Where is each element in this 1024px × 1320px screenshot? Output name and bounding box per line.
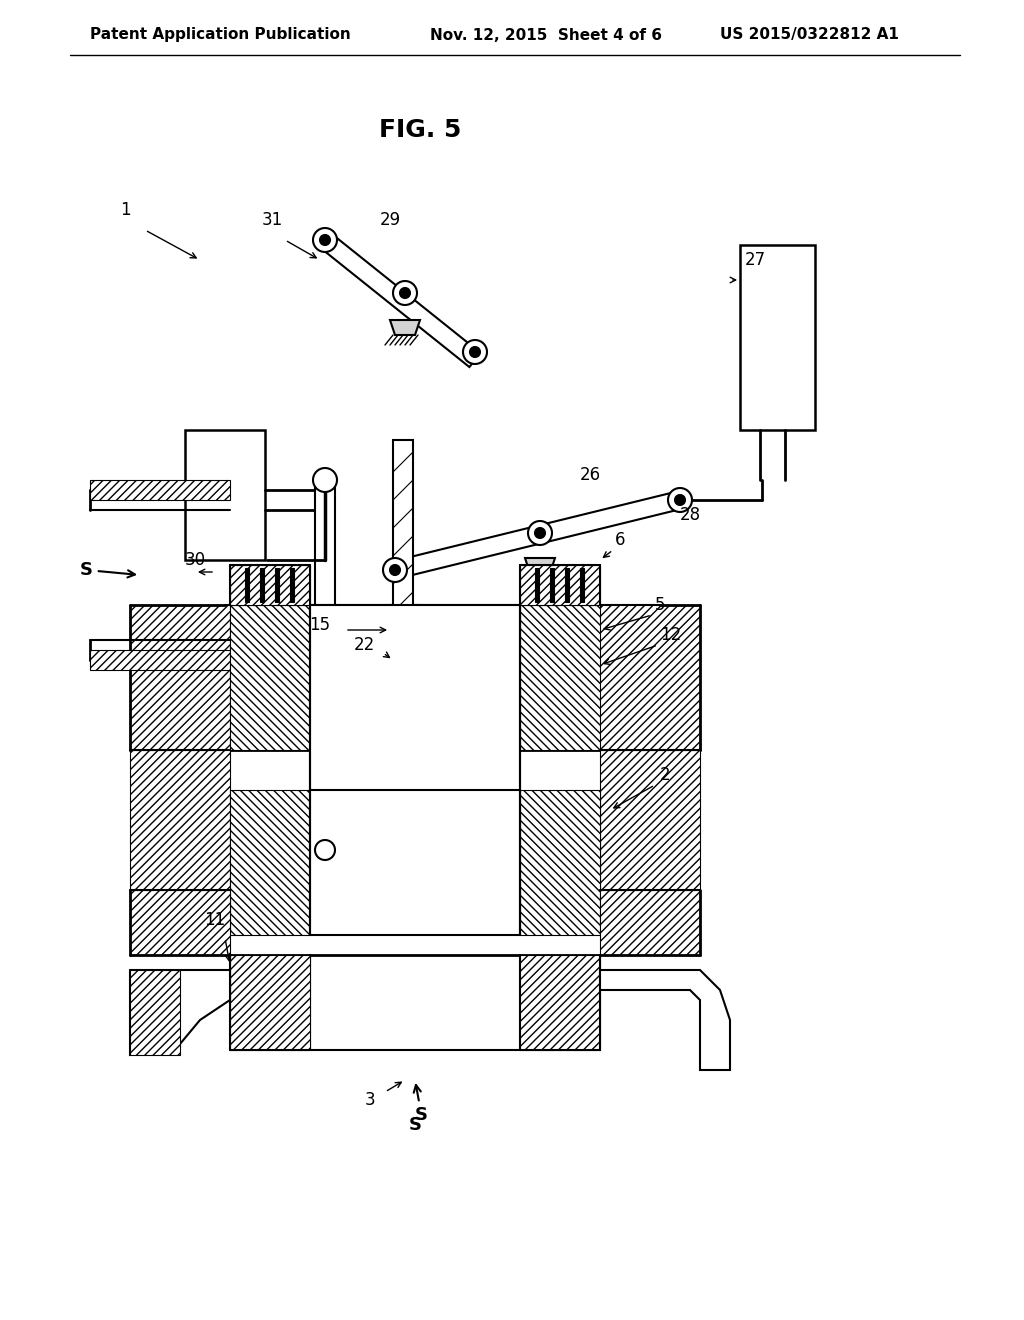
- Bar: [535, 568, 539, 602]
- Circle shape: [528, 521, 552, 545]
- Circle shape: [668, 488, 692, 512]
- Text: 6: 6: [615, 531, 626, 549]
- Bar: [290, 568, 294, 602]
- Bar: [393, 440, 413, 780]
- Text: 28: 28: [680, 506, 701, 524]
- Polygon shape: [600, 970, 730, 1071]
- Polygon shape: [525, 558, 555, 573]
- Bar: [225, 605, 395, 660]
- Bar: [520, 954, 600, 1049]
- Bar: [310, 605, 520, 935]
- Bar: [580, 568, 584, 602]
- Circle shape: [535, 528, 545, 539]
- Text: 29: 29: [380, 211, 400, 228]
- Circle shape: [675, 495, 685, 506]
- Circle shape: [315, 840, 335, 861]
- Text: S: S: [409, 1115, 422, 1134]
- Bar: [185, 430, 265, 560]
- Text: S: S: [80, 561, 135, 579]
- Text: 1: 1: [120, 201, 130, 219]
- Text: 11: 11: [205, 911, 225, 929]
- Bar: [245, 568, 249, 602]
- Bar: [560, 605, 700, 750]
- Bar: [230, 789, 310, 935]
- Text: 3: 3: [365, 1092, 376, 1109]
- Text: 2: 2: [660, 766, 671, 784]
- Circle shape: [400, 288, 410, 298]
- Text: S: S: [414, 1085, 428, 1125]
- Circle shape: [383, 558, 407, 582]
- Text: 31: 31: [261, 211, 283, 228]
- Bar: [230, 565, 310, 605]
- Bar: [90, 480, 230, 500]
- Circle shape: [390, 565, 400, 576]
- Bar: [90, 649, 230, 671]
- Circle shape: [463, 341, 487, 364]
- Circle shape: [313, 469, 337, 492]
- Bar: [565, 568, 569, 602]
- Bar: [520, 565, 600, 605]
- Text: 27: 27: [745, 251, 766, 269]
- Text: 22: 22: [353, 636, 375, 653]
- Text: 26: 26: [580, 466, 600, 484]
- Text: 5: 5: [655, 597, 666, 614]
- Bar: [130, 970, 180, 1055]
- Text: Nov. 12, 2015  Sheet 4 of 6: Nov. 12, 2015 Sheet 4 of 6: [430, 28, 662, 42]
- Text: 12: 12: [660, 626, 681, 644]
- Text: 30: 30: [185, 550, 206, 569]
- Bar: [130, 890, 230, 954]
- Polygon shape: [390, 319, 420, 335]
- Circle shape: [470, 347, 480, 356]
- Bar: [130, 750, 230, 890]
- Bar: [390, 605, 420, 660]
- Text: FIG. 5: FIG. 5: [379, 117, 461, 143]
- Text: US 2015/0322812 A1: US 2015/0322812 A1: [720, 28, 899, 42]
- Text: 15: 15: [309, 616, 330, 634]
- Bar: [315, 480, 335, 861]
- Polygon shape: [393, 491, 682, 578]
- Bar: [230, 605, 310, 750]
- Bar: [600, 890, 700, 954]
- Bar: [260, 568, 264, 602]
- Circle shape: [319, 235, 330, 246]
- Circle shape: [313, 228, 337, 252]
- Bar: [600, 750, 700, 890]
- Text: Patent Application Publication: Patent Application Publication: [90, 28, 351, 42]
- Bar: [130, 605, 230, 750]
- Bar: [740, 246, 815, 430]
- Polygon shape: [130, 970, 230, 1055]
- Bar: [275, 568, 279, 602]
- Bar: [520, 789, 600, 935]
- Bar: [550, 568, 554, 602]
- Bar: [230, 954, 310, 1049]
- Bar: [415, 605, 660, 660]
- Polygon shape: [319, 232, 480, 367]
- Circle shape: [393, 281, 417, 305]
- Bar: [520, 605, 600, 750]
